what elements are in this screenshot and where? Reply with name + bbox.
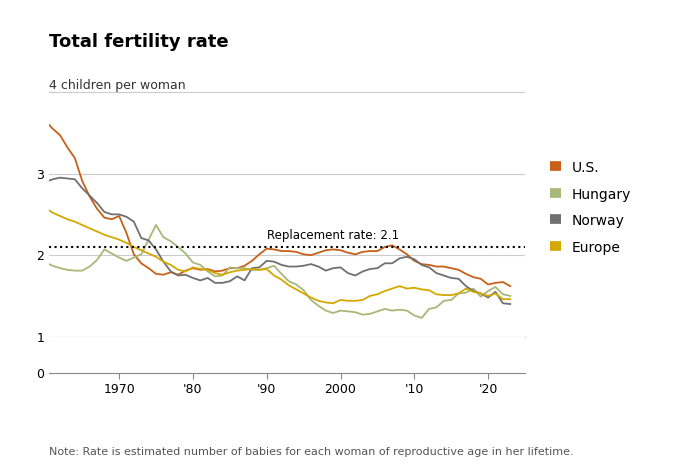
Text: Total fertility rate: Total fertility rate (49, 33, 229, 51)
Legend: U.S., Hungary, Norway, Europe: U.S., Hungary, Norway, Europe (544, 155, 637, 260)
Text: Note: Rate is estimated number of babies for each woman of reproductive age in h: Note: Rate is estimated number of babies… (49, 447, 573, 457)
Text: Replacement rate: 2.1: Replacement rate: 2.1 (267, 229, 399, 242)
Text: 4 children per woman: 4 children per woman (49, 79, 186, 92)
